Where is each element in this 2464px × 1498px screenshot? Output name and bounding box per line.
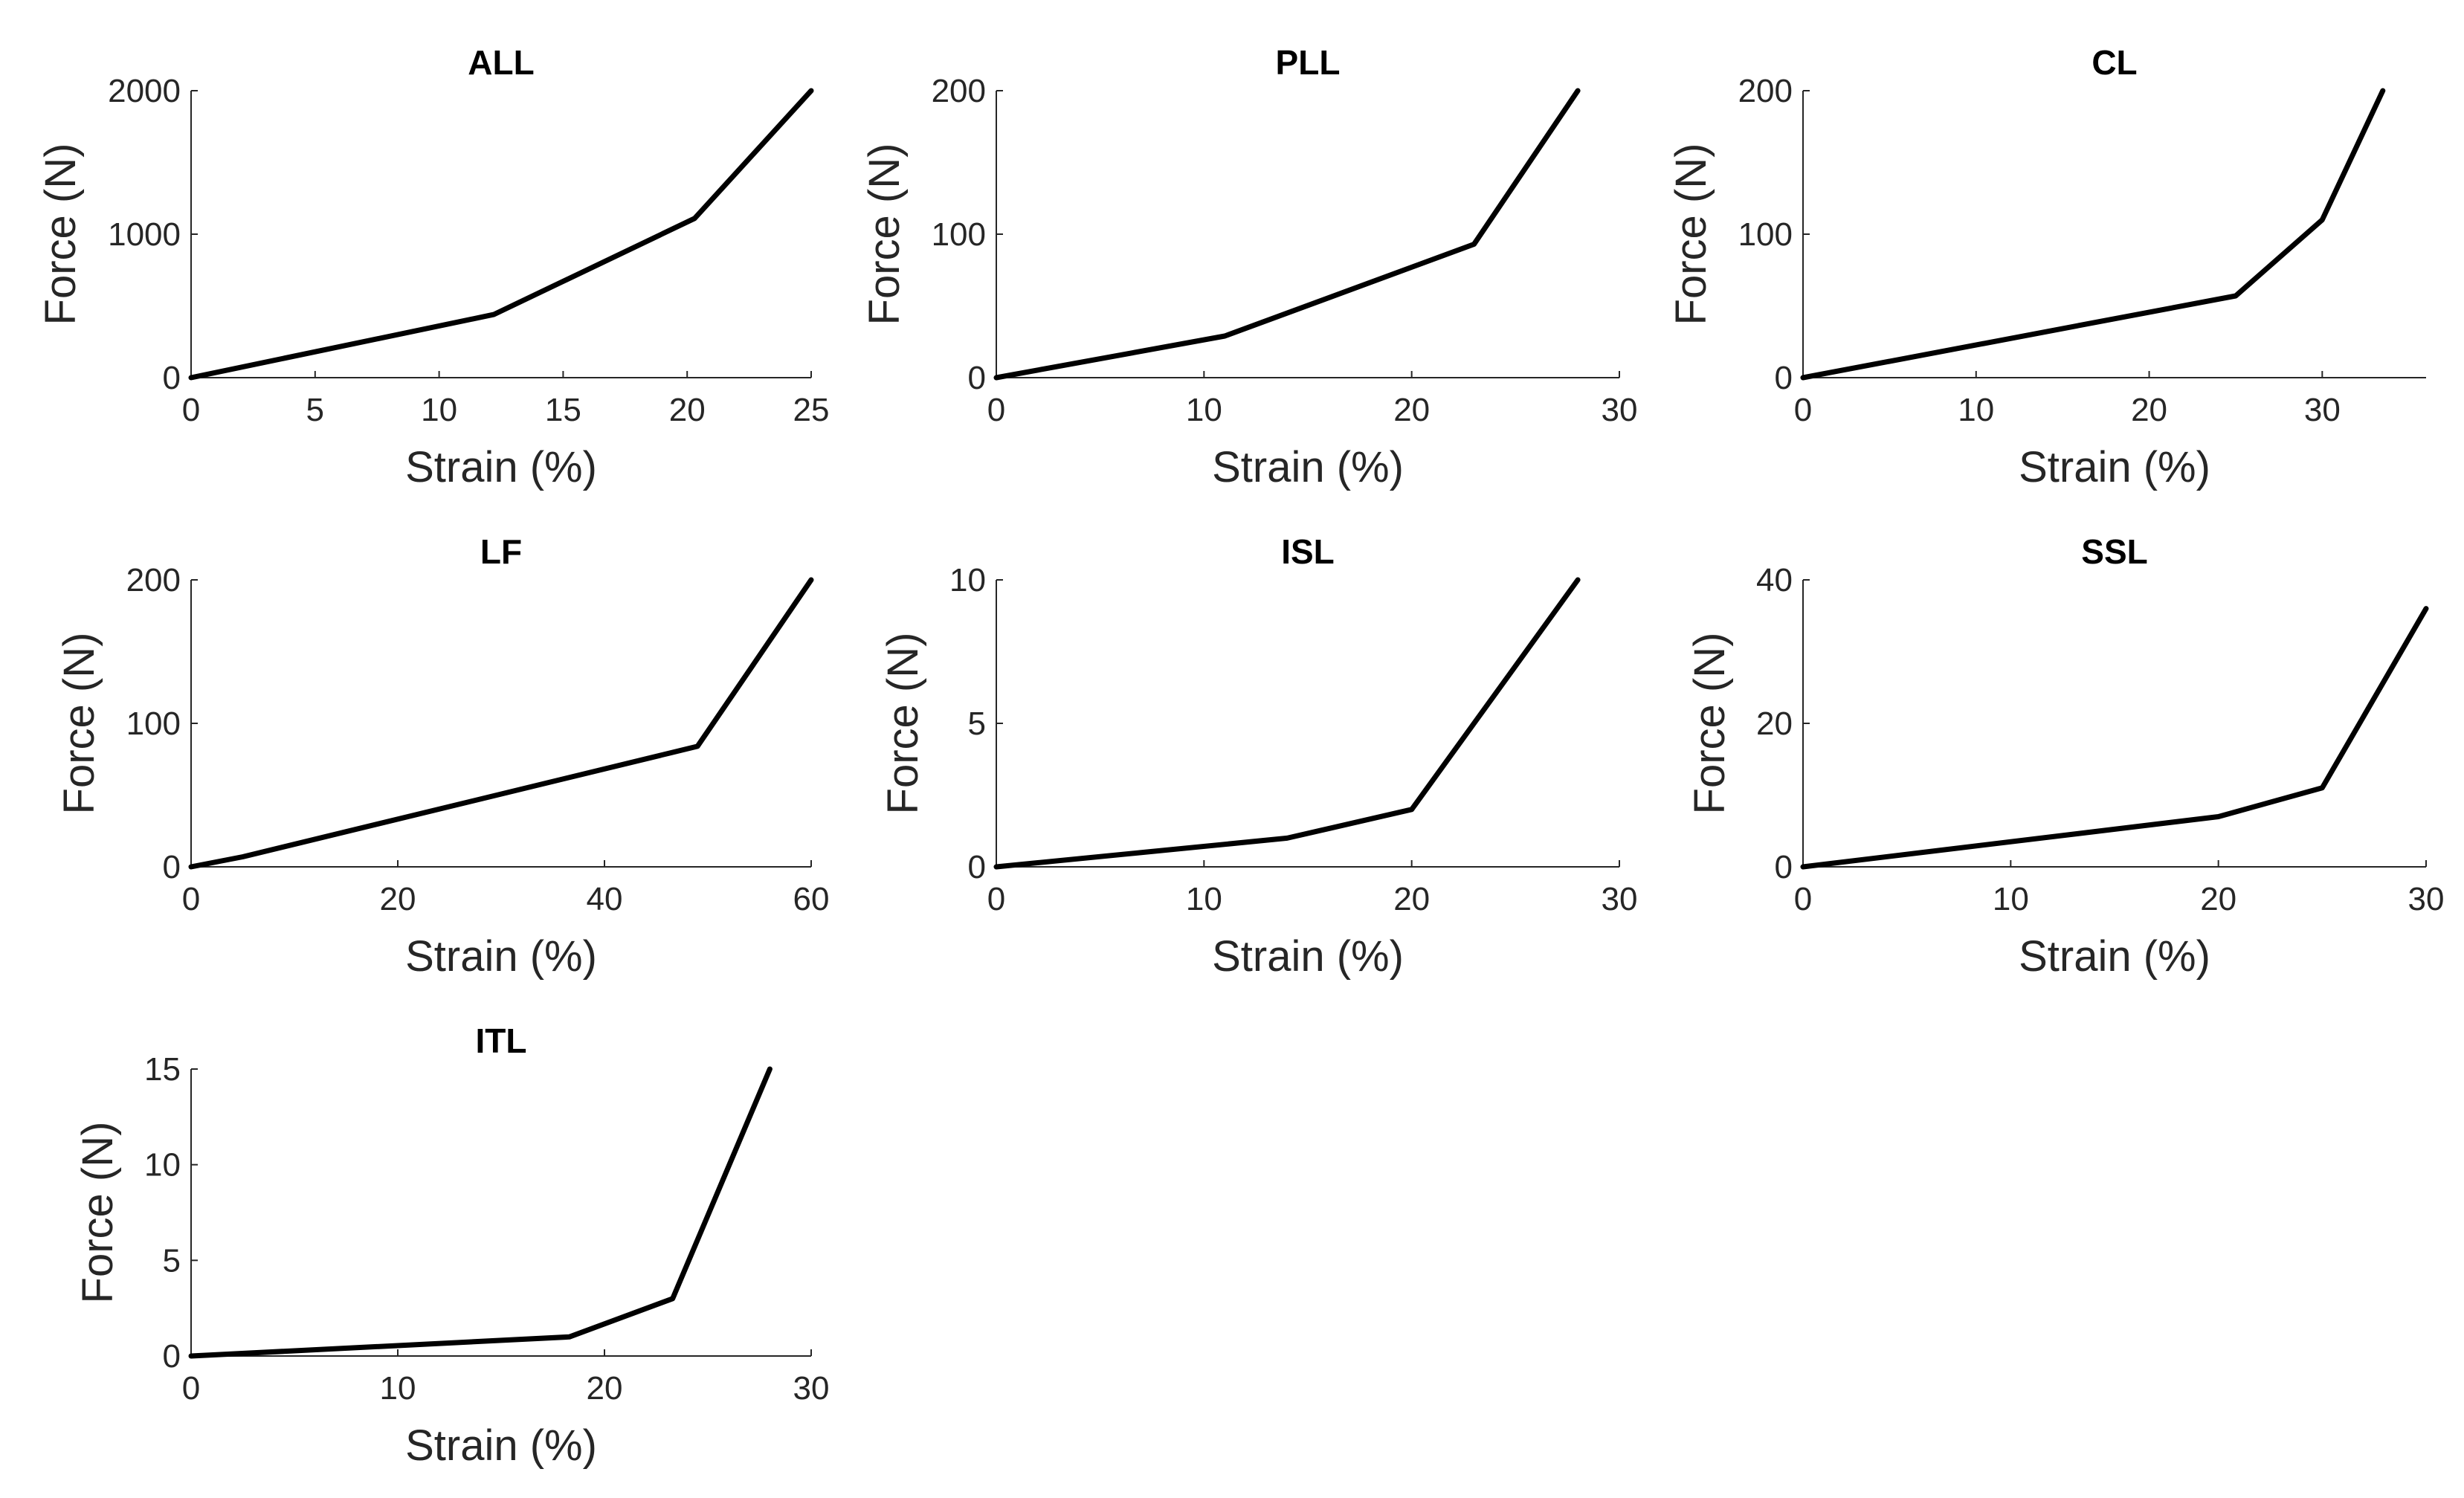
x-tick-label: 10 — [1993, 881, 2029, 917]
x-axis-label: Strain (%) — [2019, 932, 2210, 981]
x-tick-label: 0 — [987, 392, 1005, 428]
x-tick-label: 0 — [987, 881, 1005, 917]
y-axis-label: Force (N) — [879, 633, 927, 815]
panel-pll: PLL 0 10 20 30 0 100 200 Strain (%) Force (N) — [860, 43, 1637, 491]
y-axis-label: Force (N) — [1686, 633, 1734, 815]
x-tick-label: 20 — [380, 881, 416, 917]
x-axis-label: Strain (%) — [405, 932, 597, 981]
y-tick-label: 5 — [968, 706, 986, 742]
series-line-isl — [993, 577, 1581, 870]
y-tick-label: 2000 — [108, 73, 181, 109]
x-tick-label: 0 — [182, 392, 200, 428]
chart-title-ssl: SSL — [2081, 532, 2147, 571]
x-tick-label: 0 — [182, 881, 200, 917]
y-tick-label: 0 — [163, 360, 181, 396]
x-tick-label: 30 — [1602, 392, 1638, 428]
chart-title-pll: PLL — [1276, 43, 1341, 82]
panel-itl: ITL 0 10 20 30 0 5 10 15 Strain (%) Force (N) — [74, 1021, 829, 1470]
y-tick-label: 100 — [1738, 216, 1793, 253]
panel-cl: CL 0 10 20 30 0 100 200 Strain (%) Force (N) — [1667, 43, 2426, 491]
series-line-itl — [188, 1066, 773, 1359]
x-tick-label: 20 — [587, 1370, 623, 1407]
x-axis-label: Strain (%) — [1212, 932, 1404, 981]
y-axis-label: Force (N) — [55, 633, 103, 815]
y-tick-label: 10 — [949, 562, 986, 598]
y-tick-label: 1000 — [108, 216, 181, 253]
x-tick-label: 30 — [2304, 392, 2341, 428]
y-tick-label: 0 — [968, 360, 986, 396]
x-tick-label: 40 — [587, 881, 623, 917]
x-tick-label: 20 — [2200, 881, 2236, 917]
panel-lf: LF 0 20 40 60 0 100 200 Strain (%) Force (N) — [55, 532, 829, 981]
y-tick-label: 200 — [126, 562, 181, 598]
x-axis-label: Strain (%) — [1212, 443, 1404, 491]
x-tick-label: 10 — [1186, 881, 1222, 917]
x-tick-label: 60 — [793, 881, 830, 917]
x-tick-label: 25 — [793, 392, 830, 428]
x-axis-label: Strain (%) — [405, 1421, 597, 1470]
chart-title-all: ALL — [468, 43, 534, 82]
panel-all: ALL 0 5 10 15 20 25 0 1000 2000 Strain (%) Force (N… — [36, 43, 829, 491]
x-tick-label: 30 — [793, 1370, 830, 1407]
x-tick-label: 10 — [1186, 392, 1222, 428]
x-tick-label: 0 — [1794, 392, 1812, 428]
y-tick-label: 0 — [163, 1338, 181, 1375]
y-axis-label: Force (N) — [1667, 143, 1715, 326]
series-line-ssl — [1800, 606, 2429, 870]
y-axis-label: Force (N) — [36, 143, 85, 326]
y-axis-label: Force (N) — [74, 1122, 122, 1304]
x-axis-label: Strain (%) — [2019, 443, 2210, 491]
y-tick-label: 15 — [144, 1051, 181, 1088]
y-tick-label: 10 — [144, 1147, 181, 1184]
y-tick-label: 0 — [163, 849, 181, 885]
y-tick-label: 200 — [1738, 73, 1793, 109]
y-tick-label: 40 — [1756, 562, 1793, 598]
x-tick-label: 10 — [380, 1370, 416, 1407]
series-line-all — [188, 88, 814, 381]
x-tick-label: 30 — [1602, 881, 1638, 917]
x-tick-label: 15 — [545, 392, 581, 428]
x-tick-label: 20 — [1393, 881, 1430, 917]
y-tick-label: 200 — [932, 73, 986, 109]
y-tick-label: 100 — [126, 706, 181, 742]
x-tick-label: 5 — [306, 392, 324, 428]
series-line-cl — [1800, 88, 2386, 381]
y-tick-label: 100 — [932, 216, 986, 253]
chart-title-cl: CL — [2092, 43, 2137, 82]
x-axis-label: Strain (%) — [405, 443, 597, 491]
x-tick-label: 10 — [1958, 392, 1994, 428]
chart-title-lf: LF — [480, 532, 522, 571]
y-tick-label: 0 — [1775, 360, 1793, 396]
x-tick-label: 20 — [1393, 392, 1430, 428]
y-tick-label: 0 — [1775, 849, 1793, 885]
chart-title-itl: ITL — [476, 1021, 527, 1060]
x-tick-label: 20 — [669, 392, 706, 428]
x-tick-label: 30 — [2408, 881, 2445, 917]
chart-title-isl: ISL — [1281, 532, 1335, 571]
y-tick-label: 20 — [1756, 706, 1793, 742]
y-tick-label: 5 — [163, 1242, 181, 1279]
panel-isl: ISL 0 10 20 30 0 5 10 Strain (%) Force (N) — [879, 532, 1637, 981]
series-line-pll — [993, 88, 1581, 381]
panel-ssl: SSL 0 10 20 30 0 20 40 Strain (%) Force (N) — [1686, 532, 2444, 981]
x-tick-label: 20 — [2131, 392, 2167, 428]
x-tick-label: 10 — [421, 392, 457, 428]
x-tick-label: 0 — [1794, 881, 1812, 917]
series-line-lf — [188, 577, 814, 870]
y-axis-label: Force (N) — [860, 143, 909, 326]
x-tick-label: 0 — [182, 1370, 200, 1407]
y-tick-label: 0 — [968, 849, 986, 885]
